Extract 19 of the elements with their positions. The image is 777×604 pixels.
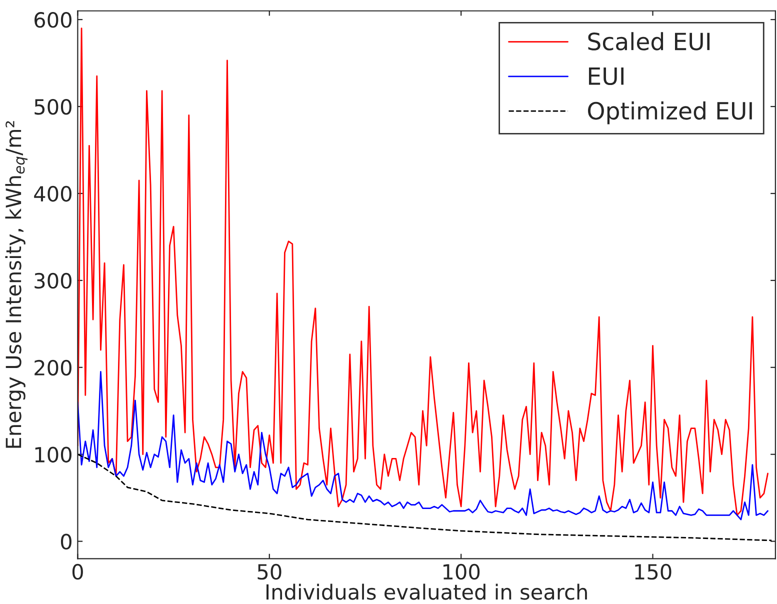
y-tick-label: 200 [34,360,72,376]
x-tick-label: 100 [443,564,480,580]
y-tick-label: 400 [34,186,72,202]
x-tick-label: 50 [258,564,282,580]
legend-label: EUI [588,68,624,86]
y-axis-title: Energy Use Intensity, kWh$_{eq}$/m² [5,121,28,448]
y-tick-label: 0 [60,534,72,550]
y-tick-label: 600 [34,12,72,28]
x-tick-label: 150 [635,564,672,580]
line-series [78,28,768,516]
legend-label: Optimized EUI [588,101,752,124]
legend-label: Scaled EUI [588,32,710,50]
y-tick-label: 300 [34,272,72,289]
y-tick-label: 100 [35,446,72,463]
x-axis-title: Individuals evaluated in search [266,584,587,600]
line-series [78,371,768,520]
x-tick-label: 0 [72,564,83,580]
line-series [78,454,772,542]
y-tick-label: 500 [34,98,72,115]
